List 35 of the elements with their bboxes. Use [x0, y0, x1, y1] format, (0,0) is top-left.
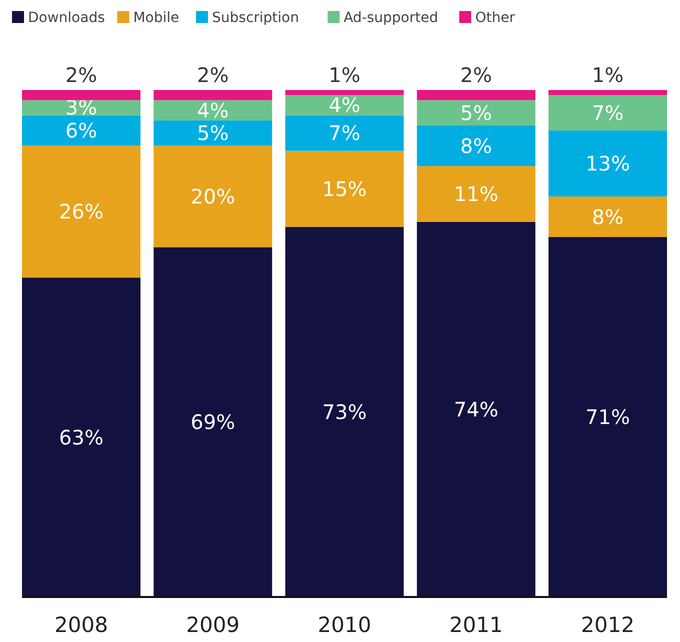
- data-label: 2%: [65, 63, 98, 87]
- data-label: 3%: [65, 96, 98, 120]
- data-label: 74%: [454, 397, 498, 422]
- legend-label: Subscription: [212, 10, 299, 26]
- data-label: 69%: [190, 410, 236, 434]
- data-label: 7%: [328, 121, 360, 146]
- data-label: 4%: [328, 93, 360, 118]
- data-label: 5%: [460, 100, 492, 125]
- data-label: 1%: [592, 63, 624, 87]
- data-label: 5%: [197, 121, 229, 146]
- data-label: 1%: [328, 63, 360, 87]
- data-label: 73%: [322, 400, 367, 424]
- data-label: 63%: [59, 425, 104, 450]
- data-label: 8%: [592, 204, 624, 229]
- x-tick-label: 2008: [54, 613, 108, 637]
- data-label: 2%: [197, 63, 229, 87]
- data-label: 15%: [322, 176, 367, 201]
- data-label: 20%: [190, 184, 236, 208]
- x-tick-label: 2012: [581, 613, 634, 637]
- legend-label: Ad-supported: [344, 10, 438, 26]
- data-label: 11%: [454, 182, 498, 206]
- data-label: 6%: [65, 118, 98, 143]
- x-tick-label: 2011: [449, 613, 503, 637]
- data-label: 13%: [586, 152, 630, 176]
- data-label: 26%: [59, 200, 104, 224]
- data-label: 4%: [197, 98, 229, 122]
- x-tick-label: 2009: [186, 613, 240, 637]
- data-label: 71%: [586, 405, 630, 430]
- legend-label: Mobile: [133, 10, 180, 26]
- legend-label: Downloads: [28, 10, 105, 26]
- data-label: 2%: [460, 63, 492, 87]
- data-label: 7%: [592, 100, 624, 125]
- x-tick-label: 2010: [318, 613, 372, 637]
- data-label: 8%: [460, 134, 492, 158]
- legend-label: Other: [475, 10, 516, 26]
